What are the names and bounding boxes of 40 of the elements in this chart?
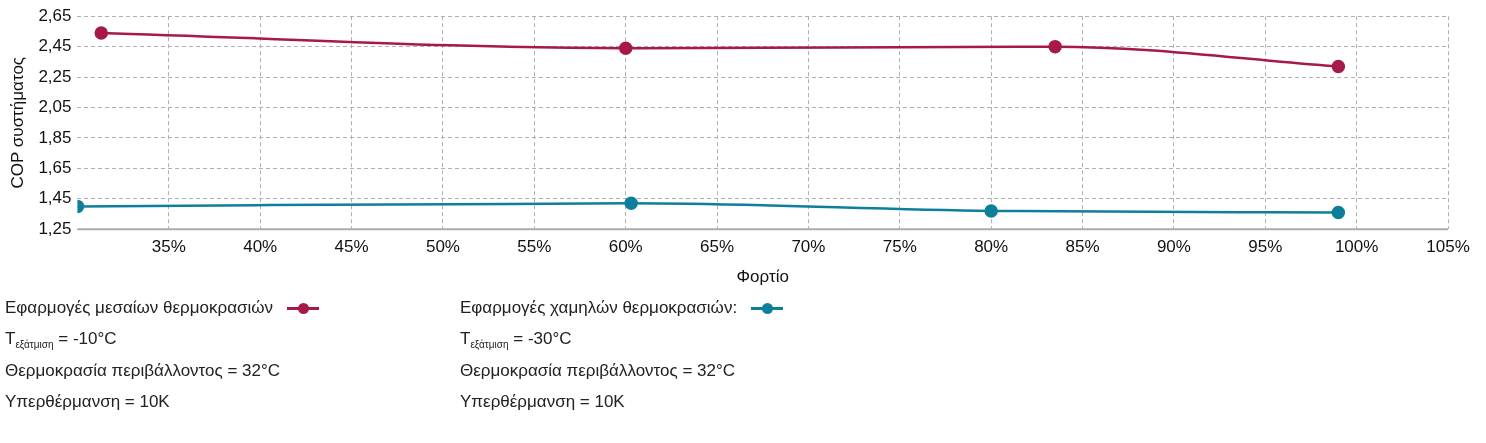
x-tick-label: 90% xyxy=(1156,237,1191,257)
x-tick-label: 40% xyxy=(243,237,278,257)
text: T$_{εξάτμιση}$ = -30°C xyxy=(460,329,573,351)
y-tick-label: 1,45 xyxy=(38,188,72,208)
x-tick-label: 105% xyxy=(1426,237,1470,257)
point xyxy=(94,26,108,40)
y-axis-title: COP συστήματος xyxy=(7,56,27,189)
x-tick-label: 75% xyxy=(882,237,917,257)
x-tick-label: 35% xyxy=(151,237,186,257)
point xyxy=(984,204,998,218)
y-tick-label: 1,25 xyxy=(38,218,72,238)
text: Θερμοκρασία περιβάλλοντος = 32°C xyxy=(5,361,282,382)
point xyxy=(1331,59,1346,74)
x-tick-label: 70% xyxy=(791,237,826,257)
text: Υπερθέρμανση = 10K xyxy=(5,392,171,413)
point xyxy=(1331,205,1346,220)
text: Υπερθέρμανση = 10K xyxy=(460,392,626,413)
point xyxy=(624,196,638,211)
y-tick-label: 1,65 xyxy=(38,158,72,178)
y-tick-label: 1,85 xyxy=(38,127,72,147)
x-tick-label: 80% xyxy=(974,237,1009,257)
text: Θερμοκρασία περιβάλλοντος = 32°C xyxy=(460,361,737,382)
x-tick-label: 65% xyxy=(700,237,735,257)
y-tick-label: 2,65 xyxy=(38,5,72,25)
y-tick-label: 2,45 xyxy=(38,36,72,56)
x-axis-title: Φορτίο xyxy=(736,267,789,287)
legend-label: Εφαρμογές μεσαίων θερμοκρασιών xyxy=(5,298,274,318)
x-tick-label: 95% xyxy=(1248,237,1283,257)
x-tick-label: 45% xyxy=(334,237,369,257)
text: T$_{εξάτμιση}$ = -10°C xyxy=(5,329,118,351)
x-tick-label: 60% xyxy=(608,237,643,257)
x-tick-label: 85% xyxy=(1065,237,1100,257)
x-tick-label: 55% xyxy=(517,237,552,257)
point xyxy=(1048,39,1062,54)
point xyxy=(618,41,633,55)
legend-label: Εφαρμογές χαμηλών θερμοκρασιών: xyxy=(460,298,738,318)
y-tick-label: 2,25 xyxy=(38,66,72,86)
x-tick-label: 50% xyxy=(425,237,460,257)
x-tick-label: 100% xyxy=(1334,237,1379,257)
y-tick-label: 2,05 xyxy=(38,97,72,117)
